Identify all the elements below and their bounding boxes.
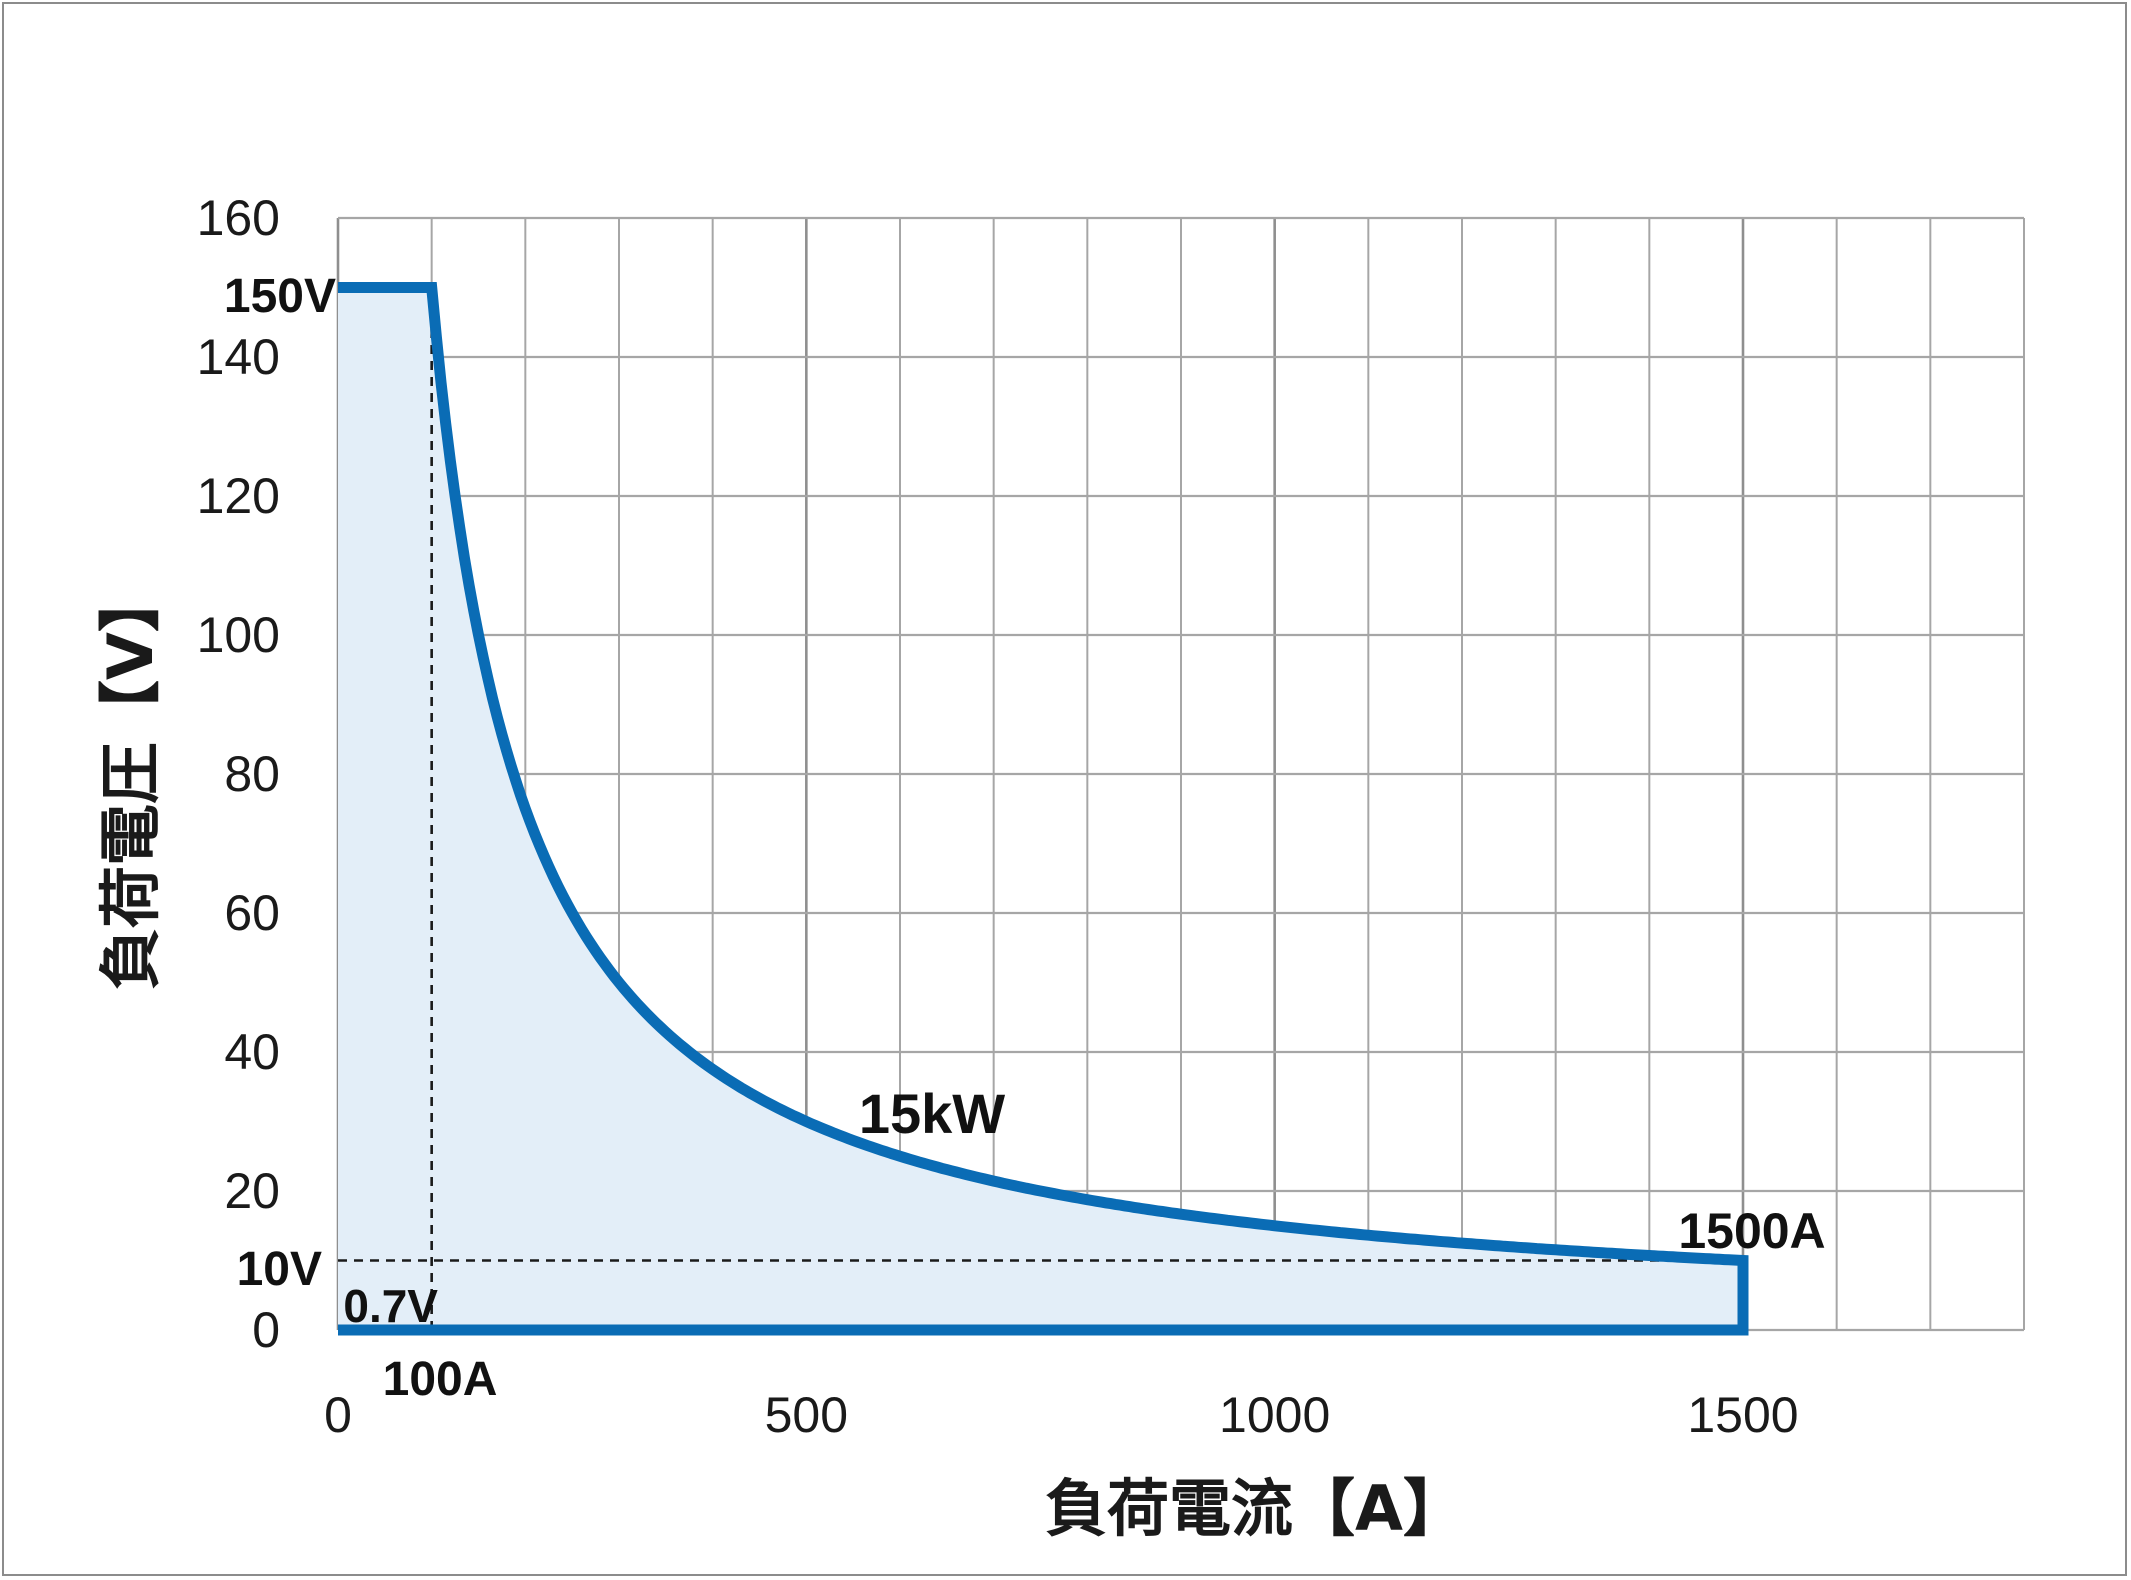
x-tick-label: 0 <box>324 1387 352 1443</box>
y-tick-label: 0 <box>252 1302 280 1358</box>
tick-labels: 0 20 40 60 80 100 120 140 160 0 500 1000 1500 <box>197 190 1799 1443</box>
annotation-label: 100A <box>383 1353 498 1406</box>
x-tick-label: 1500 <box>1687 1387 1798 1443</box>
reference-lines <box>338 287 1743 1330</box>
annotation-label: 0.7V <box>343 1280 438 1332</box>
annotation-label: 1500A <box>1678 1203 1825 1259</box>
boundary-line <box>338 282 1749 1336</box>
y-tick-label: 60 <box>224 885 280 941</box>
x-axis-title: 負荷電流【A】 <box>1045 1472 1465 1545</box>
annotation-label: 150V <box>224 270 336 323</box>
y-axis-title: 負荷電圧【V】 <box>94 570 167 990</box>
annotation-label: 10V <box>237 1243 322 1296</box>
annotations: 150V 10V 0.7V 100A 15kW 1500A <box>224 270 1826 1406</box>
y-tick-label: 20 <box>224 1163 280 1219</box>
annotation-label: 15kW <box>859 1082 1005 1145</box>
y-tick-label: 100 <box>197 607 280 663</box>
y-tick-label: 40 <box>224 1024 280 1080</box>
x-tick-label: 500 <box>765 1387 848 1443</box>
x-tick-label: 1000 <box>1219 1387 1330 1443</box>
operating-area-fill <box>338 287 1743 1330</box>
operating-area <box>338 287 1743 1330</box>
y-tick-label: 140 <box>197 329 280 385</box>
y-tick-label: 80 <box>224 746 280 802</box>
y-tick-label: 120 <box>197 468 280 524</box>
y-tick-label: 160 <box>197 190 280 246</box>
boundary-line-group <box>338 282 1749 1336</box>
